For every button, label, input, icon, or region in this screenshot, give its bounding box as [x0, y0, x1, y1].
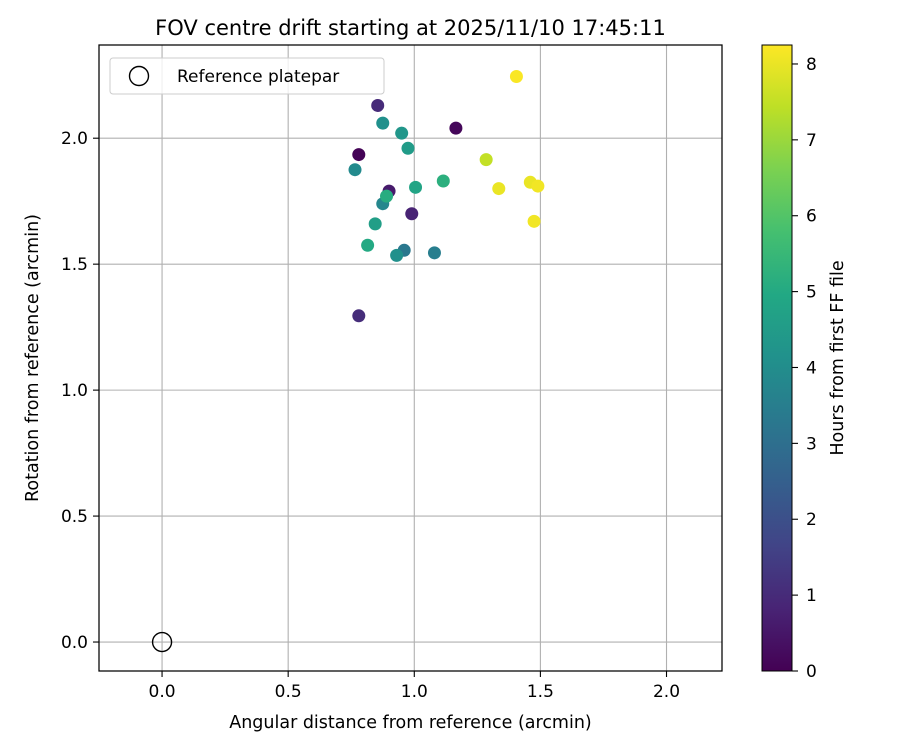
- y-tick-label: 2.0: [61, 129, 88, 149]
- plot-frame: [98, 44, 723, 672]
- data-point: [509, 69, 523, 83]
- data-point: [380, 189, 394, 203]
- colorbar-tick-label: 6: [806, 207, 817, 227]
- colorbar: 0 1 2 3 4 5 6 7 8 Hours from first FF file: [761, 44, 848, 682]
- y-axis-ticks: 0.0 0.5 1.0 1.5 2.0: [61, 129, 99, 653]
- colorbar-label: Hours from first FF file: [828, 260, 848, 455]
- reference-platepar-marker: [151, 631, 173, 653]
- colorbar-tick-label: 1: [806, 586, 817, 606]
- data-point: [352, 309, 366, 323]
- y-tick-label: 0.5: [61, 507, 88, 527]
- colorbar-tick-label: 4: [806, 358, 817, 378]
- x-tick-label: 0.0: [149, 682, 176, 702]
- colorbar-tick-label: 2: [806, 510, 817, 530]
- y-axis-label: Rotation from reference (arcmin): [23, 214, 43, 502]
- colorbar-gradient: [761, 44, 793, 672]
- colorbar-tick-label: 7: [806, 131, 817, 151]
- y-tick-label: 0.0: [61, 633, 88, 653]
- data-point: [352, 148, 366, 162]
- x-tick-label: 1.5: [527, 682, 554, 702]
- y-tick-label: 1.5: [61, 255, 88, 275]
- colorbar-tick-label: 0: [806, 662, 817, 682]
- x-tick-label: 0.5: [275, 682, 302, 702]
- data-point: [479, 153, 493, 167]
- data-point: [395, 126, 409, 140]
- data-point: [401, 141, 415, 155]
- data-point: [361, 238, 375, 252]
- gridlines: [99, 45, 722, 671]
- data-point: [390, 248, 404, 262]
- x-axis-label: Angular distance from reference (arcmin): [229, 713, 592, 733]
- data-point: [409, 180, 423, 194]
- data-point: [405, 207, 419, 221]
- data-point: [376, 116, 390, 130]
- legend: Reference platepar: [109, 57, 385, 95]
- legend-box: [109, 57, 385, 95]
- colorbar-tick-label: 5: [806, 283, 817, 303]
- chart-title: FOV centre drift starting at 2025/11/10 …: [155, 16, 666, 40]
- y-tick-label: 1.0: [61, 381, 88, 401]
- colorbar-tick-label: 8: [806, 55, 817, 75]
- data-point: [371, 98, 385, 112]
- data-point: [527, 214, 541, 228]
- data-point: [492, 182, 506, 196]
- data-point: [449, 121, 463, 135]
- reference-marker-layer: [151, 631, 173, 653]
- x-axis-ticks: 0.0 0.5 1.0 1.5 2.0: [149, 671, 680, 702]
- data-point: [348, 163, 362, 177]
- x-tick-label: 2.0: [653, 682, 680, 702]
- legend-label: Reference platepar: [177, 67, 339, 87]
- x-tick-label: 1.0: [401, 682, 428, 702]
- data-point: [368, 217, 382, 231]
- data-points: [348, 69, 545, 323]
- colorbar-ticks: 0 1 2 3 4 5 6 7 8: [792, 55, 817, 682]
- data-point: [436, 174, 450, 188]
- colorbar-tick-label: 3: [806, 434, 817, 454]
- legend-marker: [128, 65, 150, 87]
- data-point: [427, 246, 441, 260]
- data-point: [531, 179, 545, 193]
